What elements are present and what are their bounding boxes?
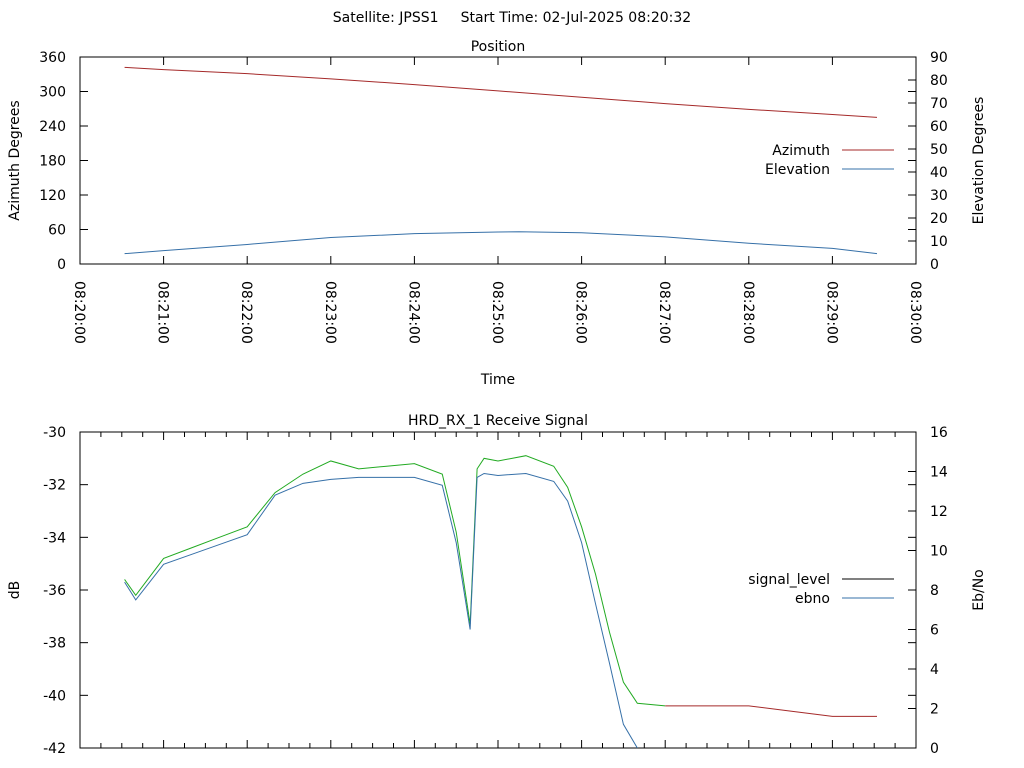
y2-tick-label: 80 [930,73,948,89]
y2-tick-label: 4 [930,662,939,678]
y2-tick-label: 50 [930,142,948,158]
x-tick-label: 08:28:00 [740,281,756,344]
y2-tick-label: 40 [930,165,948,181]
y2-tick-label: 10 [930,234,948,250]
y-tick-label: -38 [43,636,66,652]
x-tick-label: 08:24:00 [405,281,421,344]
x-tick-label: 08:23:00 [322,281,338,344]
series-line-signal_level [124,455,666,707]
legend-label: Elevation [765,162,830,178]
y-tick-label: 360 [39,50,66,66]
y-axis-label: dB [7,581,23,600]
legend-label: Azimuth [772,143,830,159]
x-tick-label: 08:26:00 [573,281,589,344]
x-tick-label: 08:25:00 [489,281,505,344]
start-time-label: Start Time: 02-Jul-2025 08:20:32 [461,10,692,26]
y-tick-label: -40 [43,688,66,704]
y-tick-label: 0 [57,257,66,273]
plot-title: HRD_RX_1 Receive Signal [408,413,588,429]
y-tick-label: -30 [43,425,66,441]
x-tick-label: 08:22:00 [238,281,254,344]
y2-tick-label: 0 [930,741,939,757]
figure-header: Satellite: JPSS1 Start Time: 02-Jul-2025 … [333,10,691,26]
y-axis-label: Azimuth Degrees [7,100,23,220]
x-tick-label: 08:21:00 [155,281,171,344]
y2-tick-label: 12 [930,504,948,520]
plot-frame [79,431,917,749]
y2-tick-label: 0 [930,257,939,273]
y2-tick-label: 20 [930,211,948,227]
y2-tick-label: 90 [930,50,948,66]
position-plot: Position 0 60 120 180 240 300 360 0 10 20 30 40 50 60 7… [7,39,987,388]
legend-label: signal_level [748,572,830,588]
y-tick-label: 180 [39,154,66,170]
x-axis-label: Time [480,372,515,388]
series-line-signal_level-tail [665,705,877,717]
legend-label: ebno [795,591,830,607]
y2-tick-label: 8 [930,583,939,599]
y2-tick-label: 60 [930,119,948,135]
x-tick-label: 08:30:00 [907,281,923,344]
series-line-Azimuth [124,66,878,118]
y2-tick-label: 14 [930,465,948,481]
y-tick-label: 300 [39,85,66,101]
plot-title: Position [471,39,526,55]
y-tick-label: -32 [43,478,66,494]
receive-signal-plot: HRD_RX_1 Receive Signal -42 -40 -38 -36 -34 -3… [7,413,987,757]
x-tick-label: 08:29:00 [823,281,839,344]
y2-tick-label: 2 [930,702,939,718]
y-tick-label: 240 [39,119,66,135]
y-tick-label: 60 [48,223,66,239]
y2-tick-label: 16 [930,425,948,441]
y2-axis-label: Eb/No [971,569,987,611]
x-tick-label: 08:27:00 [656,281,672,344]
y-tick-label: -34 [43,530,66,546]
y2-tick-label: 70 [930,96,948,112]
x-tick-label: 08:20:00 [71,281,87,344]
plot-frame [79,56,917,265]
y2-tick-label: 10 [930,544,948,560]
y2-axis-label: Elevation Degrees [971,97,987,225]
y2-tick-label: 30 [930,188,948,204]
satellite-label: Satellite: JPSS1 [333,10,439,26]
y-tick-label: 120 [39,188,66,204]
y2-tick-label: 6 [930,623,939,639]
series-line-Elevation [124,231,878,255]
y-tick-label: -36 [43,583,66,599]
y-tick-label: -42 [43,741,66,757]
series-line-ebno [124,472,638,749]
